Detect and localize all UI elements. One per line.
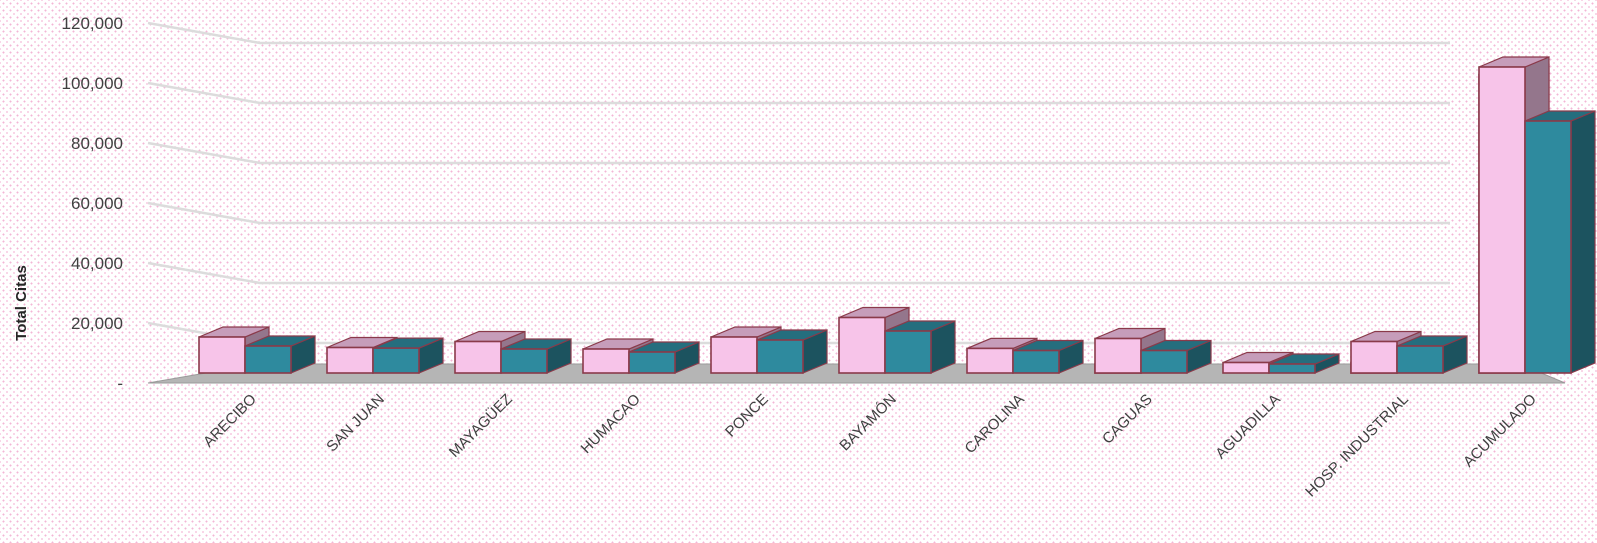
bar-series-3 [372,337,444,374]
y-tick-label: 80,000 [71,134,123,153]
x-tick-label: CAGUAS [1099,391,1156,448]
gridline [147,201,1450,225]
bar-series-3 [884,320,956,374]
bar-series-3 [1012,339,1084,374]
gridlines [147,21,1450,345]
bars [198,56,1596,374]
y-tick-label: 120,000 [62,14,123,33]
gridline [147,81,1450,105]
y-tick-label: 20,000 [71,314,123,333]
y-tick-label: - [117,374,123,393]
bar-series-3 [628,341,700,374]
x-tick-label: HUMACAO [578,391,644,457]
y-axis-ticks: - 20,000 40,000 60,000 80,000 100,000 120,000 [62,14,123,393]
x-tick-label: ACUMULADO [1460,391,1540,471]
bar-series-3 [756,329,828,374]
x-tick-label: BAYAMÓN [836,391,899,454]
x-tick-label: PONCE [722,391,772,441]
y-tick-label: 60,000 [71,194,123,213]
bar-series-3 [1396,335,1468,374]
x-tick-label: MAYAGÜEZ [445,390,516,461]
bar-series-3 [244,335,316,374]
y-axis-title: Total Citas [13,265,30,341]
x-tick-label: HOSP. INDUSTRIAL [1302,391,1412,501]
y-tick-label: 40,000 [71,254,123,273]
bar-series-3 [500,338,572,374]
x-axis-labels: ARECIBO SAN JUAN MAYAGÜEZ HUMACAO PONCE BAYAM… [200,390,1540,500]
y-tick-label: 100,000 [62,74,123,93]
gridline [147,21,1450,45]
x-tick-label: SAN JUAN [323,391,387,455]
x-tick-label: ARECIBO [200,391,260,451]
gridline [147,261,1450,285]
bar-series-3 [1140,339,1212,374]
bar-series-3 [1268,353,1340,374]
x-tick-label: CAROLINA [962,391,1028,457]
x-tick-label: AGUADILLA [1212,391,1284,463]
gridline [147,141,1450,165]
bar-series-3 [1524,110,1596,374]
